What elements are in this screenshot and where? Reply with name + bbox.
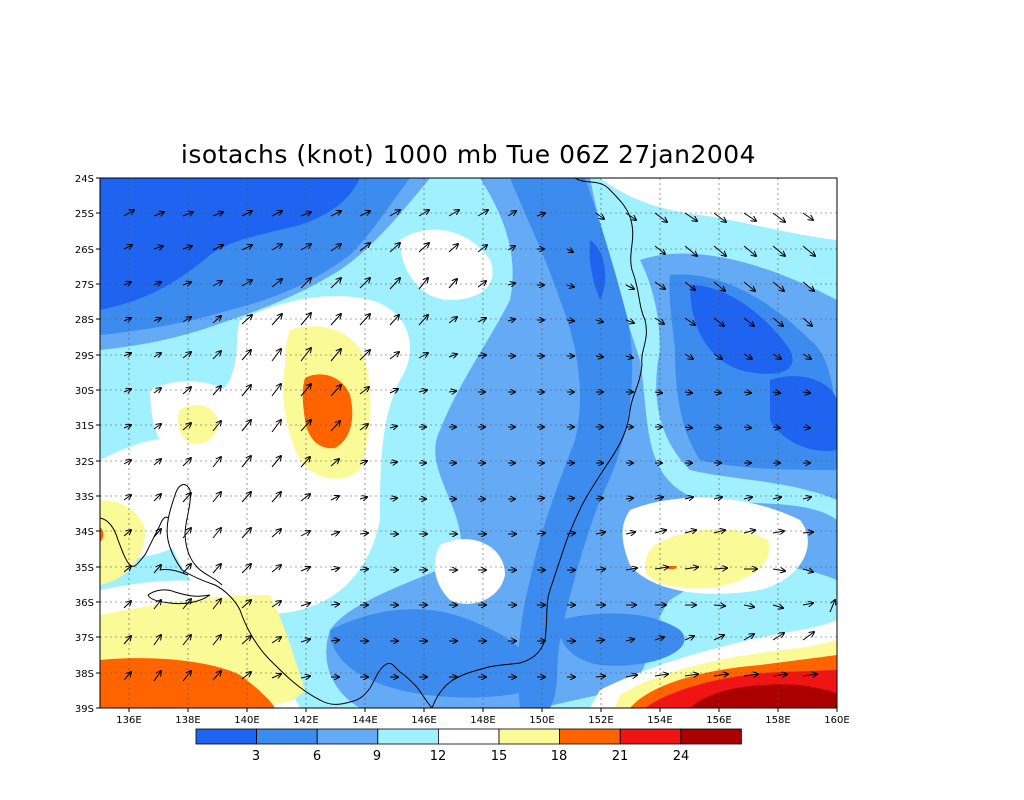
lat-label: 36S — [75, 598, 94, 609]
isotach-band-18-21-sw — [100, 658, 275, 708]
lon-label: 152E — [588, 715, 613, 726]
color-legend-label: 9 — [373, 749, 381, 764]
color-legend-swatch — [437, 728, 500, 745]
lat-label: 30S — [75, 386, 94, 397]
lon-label: 154E — [647, 715, 672, 726]
color-legend-swatch — [256, 728, 318, 745]
lon-label: 146E — [411, 715, 436, 726]
lat-label: 33S — [75, 492, 94, 503]
lon-label: 144E — [352, 715, 377, 726]
color-legend-swatches — [195, 728, 742, 745]
lon-label: 150E — [529, 715, 554, 726]
isotach-band-lt3-ne — [690, 285, 793, 374]
lat-label: 24S — [75, 174, 94, 185]
lon-label: 158E — [765, 715, 790, 726]
isotach-band-gt24-se — [690, 684, 837, 708]
lon-label: 148E — [470, 715, 495, 726]
isotach-band-18-21-speck — [667, 566, 677, 569]
lat-label: 25S — [75, 209, 94, 220]
lat-label: 38S — [75, 669, 94, 680]
wind-vector-field — [123, 210, 835, 682]
lat-axis-labels: 24S 25S 26S 27S 28S 29S 30S 31S 32S 33S … — [75, 174, 94, 715]
color-legend-label: 12 — [430, 749, 447, 764]
color-legend-label: 24 — [673, 749, 690, 764]
color-legend-swatch — [498, 728, 560, 745]
lat-label: 31S — [75, 421, 94, 432]
isotach-band-3-6-southeast — [559, 613, 685, 666]
lat-label: 37S — [75, 633, 94, 644]
coastline — [100, 178, 647, 708]
lon-label: 138E — [175, 715, 200, 726]
lon-label: 136E — [116, 715, 141, 726]
lat-label: 26S — [75, 245, 94, 256]
color-legend-swatch — [619, 728, 682, 745]
lon-label: 140E — [234, 715, 259, 726]
color-legend-swatch — [195, 728, 257, 745]
lon-label: 160E — [824, 715, 849, 726]
lon-axis-labels: 136E 138E 140E 142E 144E 146E 148E 150E … — [116, 715, 849, 726]
isotach-field — [100, 178, 837, 708]
isotach-band-15-18-east — [645, 529, 770, 589]
color-legend-label: 6 — [313, 749, 321, 764]
lat-label: 35S — [75, 563, 94, 574]
lat-label: 34S — [75, 527, 94, 538]
color-legend-label: 15 — [491, 749, 508, 764]
isotach-band-18-21-center — [302, 374, 353, 449]
plot-frame — [99, 177, 838, 709]
color-legend-label: 18 — [551, 749, 568, 764]
isotach-band-15-18-west — [100, 500, 145, 585]
color-legend: 3 6 9 12 15 18 21 24 — [195, 728, 742, 764]
lat-label: 27S — [75, 280, 94, 291]
lat-label: 29S — [75, 351, 94, 362]
color-legend-swatch — [377, 728, 439, 745]
lat-label: 32S — [75, 457, 94, 468]
map-title: isotachs (knot) 1000 mb Tue 06Z 27jan200… — [180, 140, 757, 169]
lat-label: 39S — [75, 704, 94, 715]
isotach-band-3-6-central — [510, 178, 633, 708]
lon-label: 142E — [293, 715, 318, 726]
lon-label: 156E — [706, 715, 731, 726]
color-legend-labels: 3 6 9 12 15 18 21 24 — [252, 749, 689, 764]
color-legend-swatch — [316, 728, 379, 745]
color-legend-swatch — [680, 728, 742, 745]
lat-label: 28S — [75, 315, 94, 326]
color-legend-swatch — [559, 728, 621, 745]
color-legend-label: 21 — [612, 749, 629, 764]
lat-lon-grid — [100, 178, 837, 708]
color-legend-label: 3 — [252, 749, 260, 764]
isotach-band-12-15-south — [434, 539, 505, 604]
isotach-band-lt3-e — [770, 376, 837, 451]
